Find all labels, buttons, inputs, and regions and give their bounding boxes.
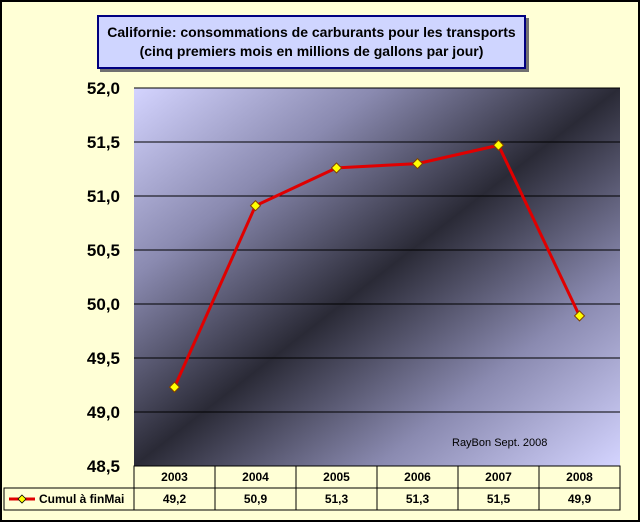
chart-title-box: Californie: consommations de carburants … xyxy=(97,15,526,69)
legend-label: Cumul à finMai xyxy=(39,492,124,506)
chart-subtitle: (cinq premiers mois en millions de gallo… xyxy=(139,43,484,59)
y-tick-label: 50,5 xyxy=(87,241,120,260)
x-category-label: 2004 xyxy=(242,470,269,484)
data-point xyxy=(168,381,181,393)
data-table-legend-cell xyxy=(3,487,135,511)
credit-annotation: RayBon Sept. 2008 xyxy=(452,437,547,449)
data-table-value: 50,9 xyxy=(244,492,268,506)
data-point xyxy=(492,139,505,151)
x-category-label: 2003 xyxy=(161,470,188,484)
y-tick-label: 49,0 xyxy=(87,403,120,422)
y-tick-label: 51,0 xyxy=(87,187,120,206)
y-tick-label: 52,0 xyxy=(87,79,120,98)
x-category-label: 2007 xyxy=(485,470,512,484)
y-tick-label: 50,0 xyxy=(87,295,120,314)
data-point xyxy=(411,157,424,170)
chart-title: Californie: consommations de carburants … xyxy=(107,24,516,40)
data-point xyxy=(249,200,262,212)
data-table-value: 51,5 xyxy=(487,492,511,506)
data-table-value: 49,2 xyxy=(163,492,187,506)
data-point xyxy=(573,310,586,322)
x-category-label: 2006 xyxy=(404,470,431,484)
data-point xyxy=(330,162,343,174)
data-table-value: 51,3 xyxy=(406,492,430,506)
data-table-value: 49,9 xyxy=(568,492,592,506)
series-line xyxy=(173,143,581,388)
plot-area xyxy=(134,88,620,466)
y-tick-label: 48,5 xyxy=(87,457,120,476)
x-category-label: 2008 xyxy=(566,470,593,484)
y-tick-label: 49,5 xyxy=(87,349,120,368)
y-tick-label: 51,5 xyxy=(87,133,120,152)
x-category-label: 2005 xyxy=(323,470,350,484)
legend-marker-swatch xyxy=(17,494,27,504)
data-table-value: 51,3 xyxy=(325,492,349,506)
